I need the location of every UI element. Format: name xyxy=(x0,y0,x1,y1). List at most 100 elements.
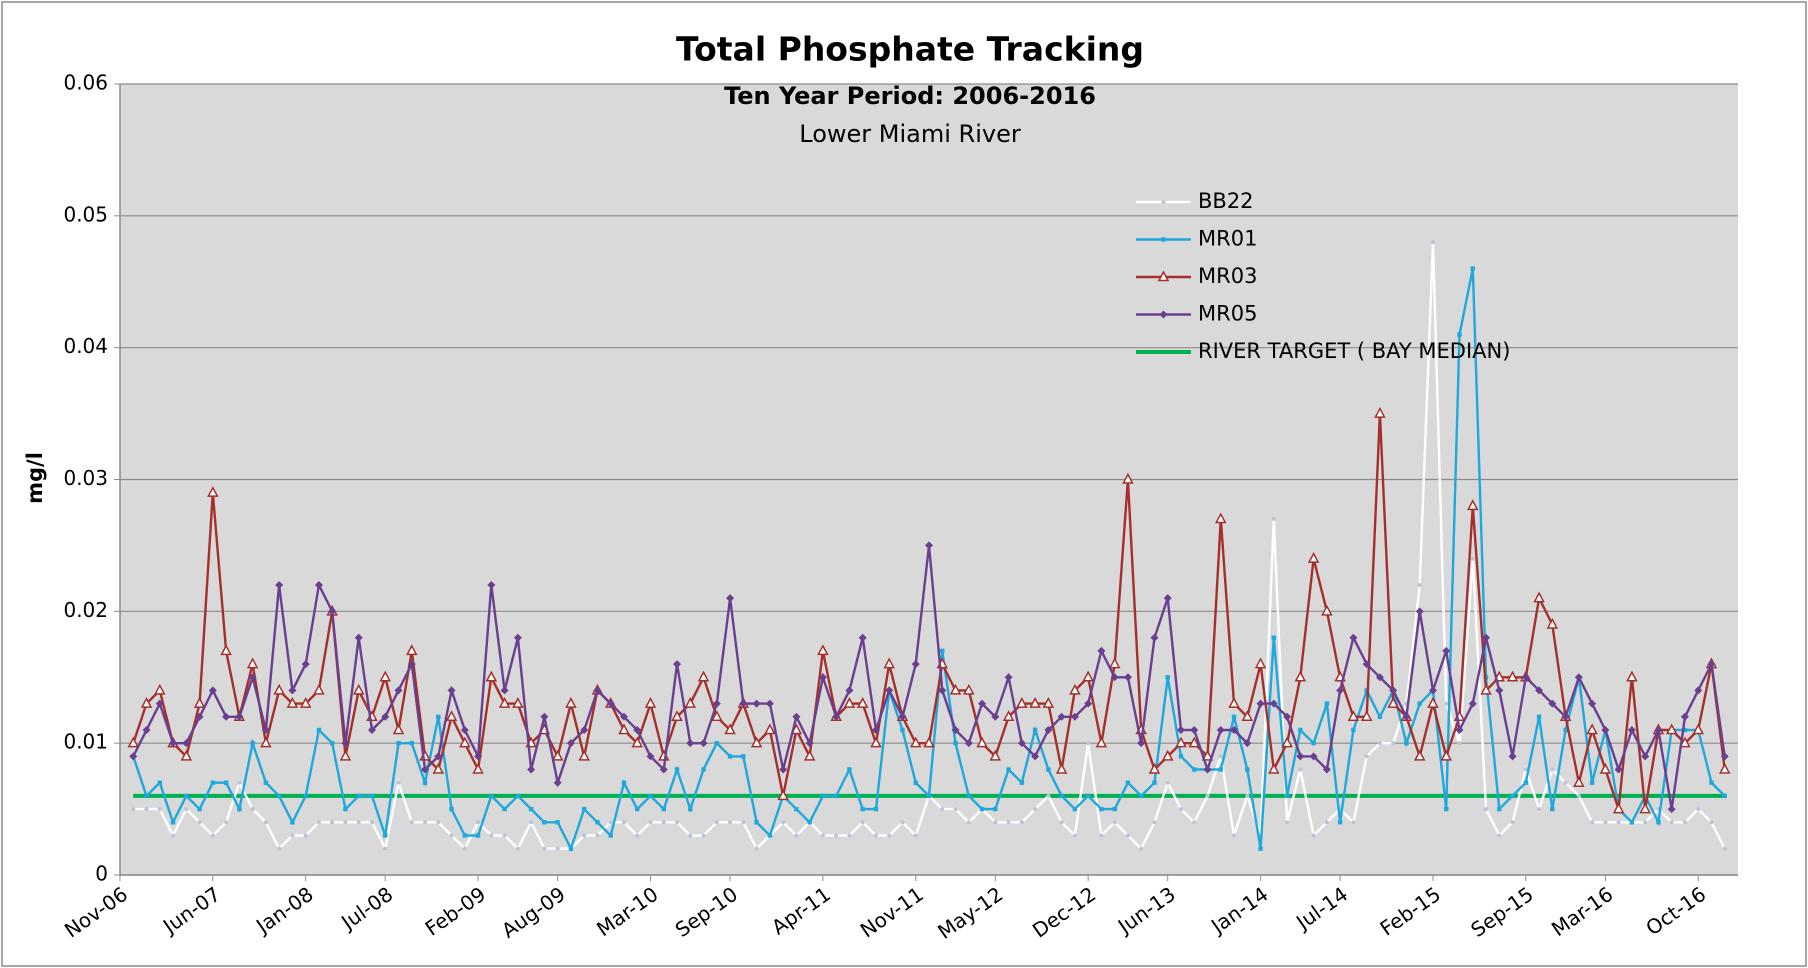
marker xyxy=(856,697,869,708)
marker xyxy=(1099,833,1104,838)
marker xyxy=(432,762,445,774)
marker xyxy=(1415,607,1424,616)
marker xyxy=(1097,646,1106,655)
marker xyxy=(555,846,560,851)
marker xyxy=(223,780,229,785)
marker xyxy=(1428,686,1437,695)
marker xyxy=(911,660,920,669)
marker xyxy=(1533,591,1545,603)
marker xyxy=(1550,806,1555,812)
marker xyxy=(449,806,454,812)
legend-label: MR01 xyxy=(1198,227,1257,251)
marker xyxy=(1215,512,1227,524)
marker xyxy=(1680,712,1689,721)
marker xyxy=(1470,556,1475,561)
marker xyxy=(1188,736,1200,748)
marker xyxy=(1006,820,1011,825)
marker xyxy=(1082,670,1094,682)
marker xyxy=(1322,765,1331,774)
marker xyxy=(635,806,640,812)
marker xyxy=(1046,767,1051,772)
marker xyxy=(1218,754,1223,759)
marker xyxy=(595,820,600,825)
marker xyxy=(1642,793,1648,799)
marker xyxy=(434,752,443,761)
marker xyxy=(1298,767,1303,772)
marker xyxy=(131,807,136,812)
marker xyxy=(502,806,507,812)
marker xyxy=(1245,793,1250,798)
marker xyxy=(352,683,365,695)
marker xyxy=(422,780,428,785)
y-tick-label: 0.02 xyxy=(63,598,108,622)
marker xyxy=(1161,749,1174,761)
marker xyxy=(127,736,140,748)
marker xyxy=(1163,594,1172,603)
marker xyxy=(1311,740,1316,746)
legend-label: MR03 xyxy=(1198,264,1257,288)
marker xyxy=(1203,765,1212,774)
marker xyxy=(1599,762,1612,774)
marker xyxy=(648,820,653,825)
marker xyxy=(767,833,773,838)
marker xyxy=(290,820,295,825)
marker xyxy=(1057,712,1066,721)
marker xyxy=(1364,754,1369,759)
marker xyxy=(1311,833,1316,838)
marker xyxy=(1444,806,1449,812)
marker xyxy=(777,789,789,801)
marker xyxy=(659,765,668,774)
marker xyxy=(1072,833,1077,838)
marker xyxy=(369,793,375,799)
marker xyxy=(207,486,219,497)
marker xyxy=(818,673,827,682)
marker xyxy=(1258,846,1263,851)
marker xyxy=(1190,725,1199,734)
chart-subtitle-2: Lower Miami River xyxy=(799,120,1021,148)
marker xyxy=(462,833,468,838)
marker xyxy=(1243,739,1252,748)
marker xyxy=(528,806,534,812)
marker xyxy=(714,820,719,825)
marker xyxy=(1070,712,1079,721)
marker xyxy=(316,727,322,733)
marker xyxy=(197,806,202,812)
marker xyxy=(1404,740,1409,746)
marker xyxy=(1616,820,1621,825)
marker xyxy=(724,723,736,735)
marker xyxy=(1669,820,1674,825)
marker xyxy=(1523,767,1528,772)
marker xyxy=(475,833,481,838)
marker xyxy=(1152,780,1157,785)
marker xyxy=(606,699,615,708)
marker xyxy=(436,820,441,825)
marker xyxy=(925,541,933,550)
y-tick-label: 0.06 xyxy=(63,71,108,95)
marker xyxy=(1457,741,1462,746)
marker xyxy=(1573,776,1585,787)
marker xyxy=(1125,780,1131,785)
marker xyxy=(991,712,1000,721)
marker xyxy=(328,607,337,616)
y-tick-label: 0.03 xyxy=(63,466,108,490)
marker xyxy=(580,725,589,734)
marker xyxy=(235,712,244,721)
marker xyxy=(512,697,524,708)
y-tick-label: 0.05 xyxy=(63,202,108,226)
marker xyxy=(1152,820,1157,825)
marker xyxy=(224,820,229,825)
marker xyxy=(275,580,284,589)
marker xyxy=(210,833,215,838)
marker xyxy=(515,793,521,799)
marker xyxy=(1574,673,1583,682)
marker xyxy=(367,725,376,734)
marker xyxy=(500,686,509,695)
marker xyxy=(250,740,255,746)
marker xyxy=(1232,833,1237,838)
marker xyxy=(701,833,706,838)
marker xyxy=(1521,673,1530,682)
legend-label: BB22 xyxy=(1198,189,1254,213)
marker xyxy=(726,594,735,603)
marker xyxy=(288,686,297,695)
